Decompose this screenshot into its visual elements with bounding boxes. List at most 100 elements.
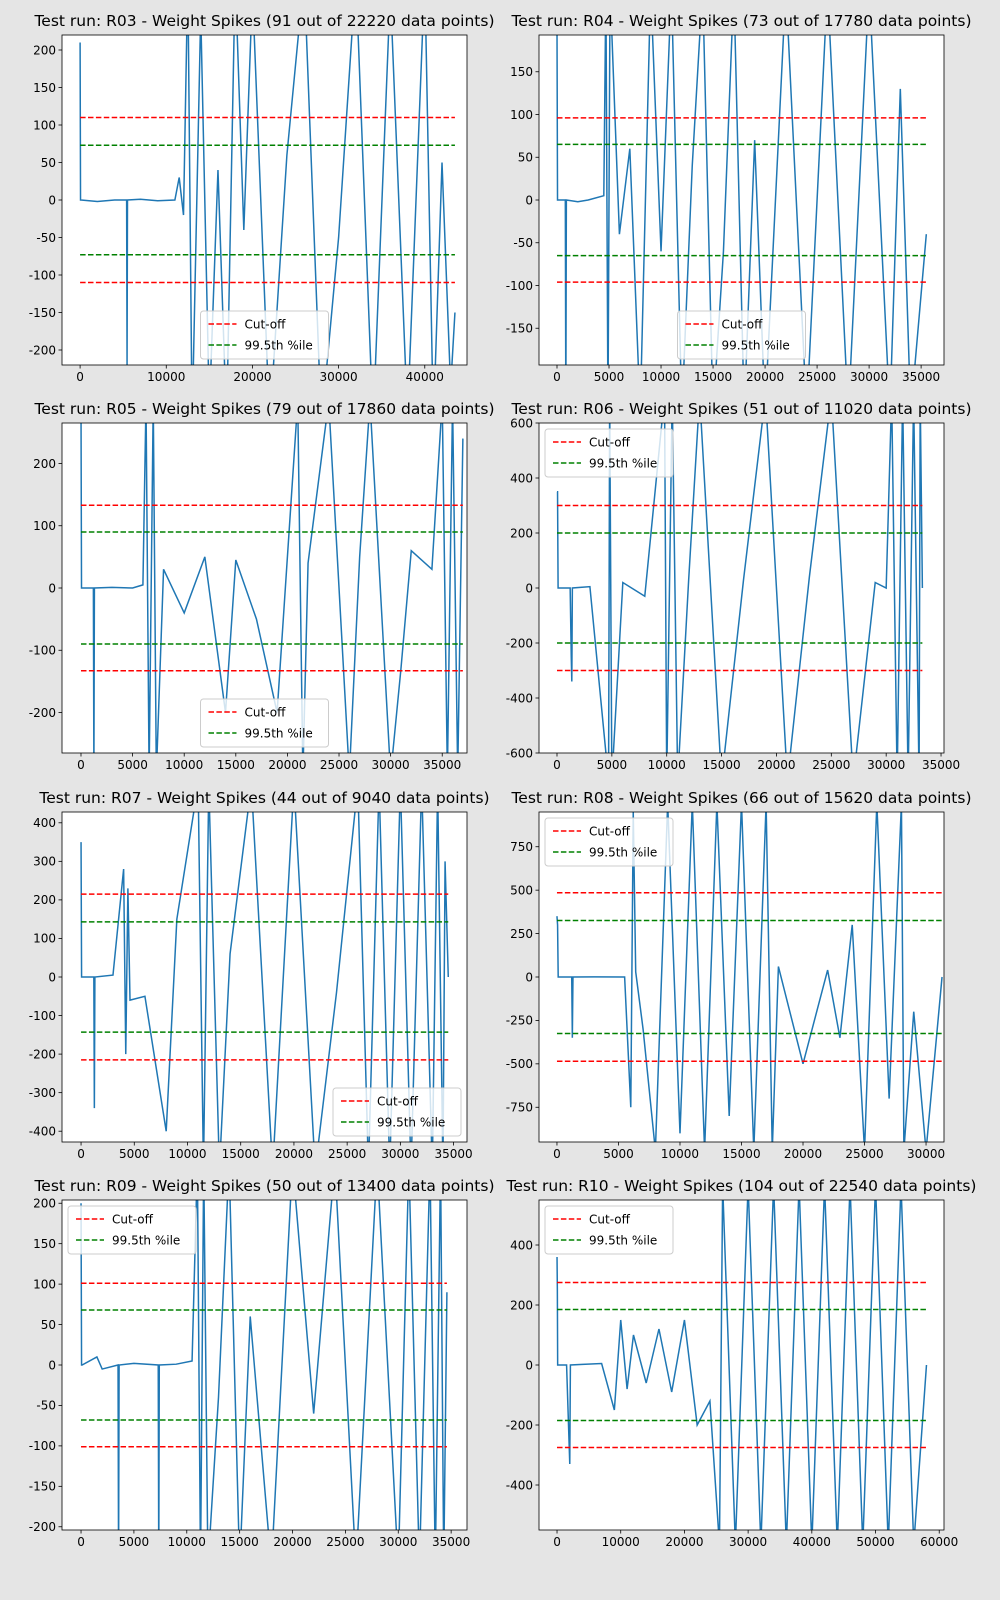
x-tick-label: 35000 bbox=[434, 1147, 472, 1161]
y-tick-label: 100 bbox=[33, 1277, 56, 1291]
y-tick-label: 400 bbox=[33, 816, 56, 830]
legend-box bbox=[200, 698, 329, 748]
legend: Cut-off 99.5th %ile bbox=[677, 310, 806, 360]
y-tick-label: -50 bbox=[36, 1399, 56, 1413]
legend: Cut-off 99.5th %ile bbox=[544, 817, 674, 867]
x-tick-label: 5000 bbox=[603, 1147, 634, 1161]
legend-label: Cut-off bbox=[589, 435, 631, 449]
plot-content bbox=[80, 1200, 448, 1530]
y-tick-label: 750 bbox=[510, 840, 533, 854]
data-line bbox=[556, 1200, 928, 1530]
legend-label: 99.5th %ile bbox=[377, 1115, 445, 1129]
y-tick-label: -150 bbox=[29, 306, 56, 320]
x-tick-label: 25000 bbox=[812, 758, 850, 772]
x-tick-label: 20000 bbox=[273, 1535, 311, 1549]
x-tick-label: 20000 bbox=[784, 1147, 822, 1161]
legend-label: 99.5th %ile bbox=[245, 726, 313, 740]
legend: Cut-off 99.5th %ile bbox=[200, 698, 329, 748]
chart-title: Test run: R05 - Weight Spikes (79 out of… bbox=[33, 400, 494, 418]
x-tick-label: 0 bbox=[553, 370, 561, 384]
y-tick-label: -300 bbox=[29, 1086, 56, 1100]
data-line bbox=[556, 812, 943, 1142]
legend: Cut-off 99.5th %ile bbox=[67, 1205, 197, 1255]
y-tick-label: 200 bbox=[33, 457, 56, 471]
x-tick-label: 30000 bbox=[907, 1147, 945, 1161]
x-tick-label: 25000 bbox=[845, 1147, 883, 1161]
subplot: 0 5000 10000 15000 20000 25000 30000 35000 -150 -… bbox=[506, 12, 972, 384]
legend-label: 99.5th %ile bbox=[589, 845, 657, 859]
legend-box bbox=[544, 817, 674, 867]
subplot: 0 10000 20000 30000 40000 50000 60000 -400 -200 0… bbox=[506, 1177, 977, 1549]
legend-box bbox=[332, 1087, 462, 1137]
y-tick-label: -200 bbox=[506, 636, 533, 650]
x-tick-label: 15000 bbox=[694, 370, 732, 384]
y-tick-label: 200 bbox=[510, 1298, 533, 1312]
x-tick-label: 0 bbox=[77, 1535, 85, 1549]
legend-label: Cut-off bbox=[722, 317, 764, 331]
y-tick-label: -200 bbox=[506, 1418, 533, 1432]
y-tick-label: 250 bbox=[510, 927, 533, 941]
x-tick-label: 30000 bbox=[320, 370, 358, 384]
x-tick-label: 10000 bbox=[661, 1147, 699, 1161]
legend: Cut-off 99.5th %ile bbox=[544, 1205, 674, 1255]
legend-label: 99.5th %ile bbox=[589, 456, 657, 470]
y-tick-label: 150 bbox=[510, 65, 533, 79]
y-tick-label: 50 bbox=[41, 1318, 56, 1332]
chart-title: Test run: R07 - Weight Spikes (44 out of… bbox=[38, 789, 489, 807]
legend-label: Cut-off bbox=[245, 317, 287, 331]
x-tick-label: 20000 bbox=[233, 370, 271, 384]
legend-box bbox=[200, 310, 329, 360]
y-tick-label: 100 bbox=[33, 519, 56, 533]
y-tick-label: 400 bbox=[510, 1238, 533, 1252]
x-tick-label: 40000 bbox=[406, 370, 444, 384]
subplot: 0 5000 10000 15000 20000 25000 30000 35000 -200 -… bbox=[29, 400, 495, 772]
y-tick-label: -500 bbox=[506, 1057, 533, 1071]
y-tick-label: -750 bbox=[506, 1101, 533, 1115]
y-tick-label: 200 bbox=[33, 1197, 56, 1211]
x-tick-label: 15000 bbox=[702, 758, 740, 772]
x-tick-label: 25000 bbox=[798, 370, 836, 384]
x-tick-label: 15000 bbox=[217, 758, 255, 772]
y-tick-label: 100 bbox=[33, 932, 56, 946]
legend-label: 99.5th %ile bbox=[245, 338, 313, 352]
y-tick-label: -400 bbox=[506, 1478, 533, 1492]
data-line bbox=[556, 423, 924, 753]
y-tick-label: -200 bbox=[29, 1520, 56, 1534]
x-tick-label: 30000 bbox=[379, 1535, 417, 1549]
x-tick-label: 20000 bbox=[746, 370, 784, 384]
x-tick-label: 35000 bbox=[902, 370, 940, 384]
y-tick-label: 200 bbox=[510, 526, 533, 540]
subplot: 0 5000 10000 15000 20000 25000 30000 35000 -600 -… bbox=[506, 400, 972, 772]
plot-content bbox=[80, 423, 464, 753]
y-tick-label: -50 bbox=[36, 231, 56, 245]
plot-content bbox=[556, 423, 924, 753]
y-tick-label: -250 bbox=[506, 1014, 533, 1028]
x-tick-label: 10000 bbox=[147, 370, 185, 384]
x-tick-label: 0 bbox=[553, 758, 561, 772]
x-tick-label: 0 bbox=[553, 1147, 561, 1161]
y-tick-label: -200 bbox=[29, 1047, 56, 1061]
x-tick-label: 30000 bbox=[381, 1147, 419, 1161]
y-tick-label: 400 bbox=[510, 471, 533, 485]
y-tick-label: 100 bbox=[510, 108, 533, 122]
x-tick-label: 10000 bbox=[648, 758, 686, 772]
plot-area bbox=[62, 1200, 467, 1530]
y-tick-label: 50 bbox=[41, 156, 56, 170]
y-tick-label: 600 bbox=[510, 416, 533, 430]
y-tick-label: -100 bbox=[29, 1439, 56, 1453]
y-tick-label: -200 bbox=[29, 706, 56, 720]
x-tick-label: 60000 bbox=[920, 1535, 958, 1549]
x-tick-label: 5000 bbox=[117, 758, 148, 772]
x-tick-label: 25000 bbox=[326, 1535, 364, 1549]
data-line bbox=[80, 423, 464, 753]
legend-label: 99.5th %ile bbox=[589, 1233, 657, 1247]
x-tick-label: 35000 bbox=[432, 1535, 470, 1549]
subplot: 0 5000 10000 15000 20000 25000 30000 35000 -400 -… bbox=[29, 789, 490, 1161]
y-tick-label: -50 bbox=[513, 236, 533, 250]
x-tick-label: 0 bbox=[76, 370, 84, 384]
x-tick-label: 0 bbox=[77, 758, 85, 772]
y-tick-label: 0 bbox=[48, 581, 56, 595]
legend: Cut-off 99.5th %ile bbox=[200, 310, 329, 360]
